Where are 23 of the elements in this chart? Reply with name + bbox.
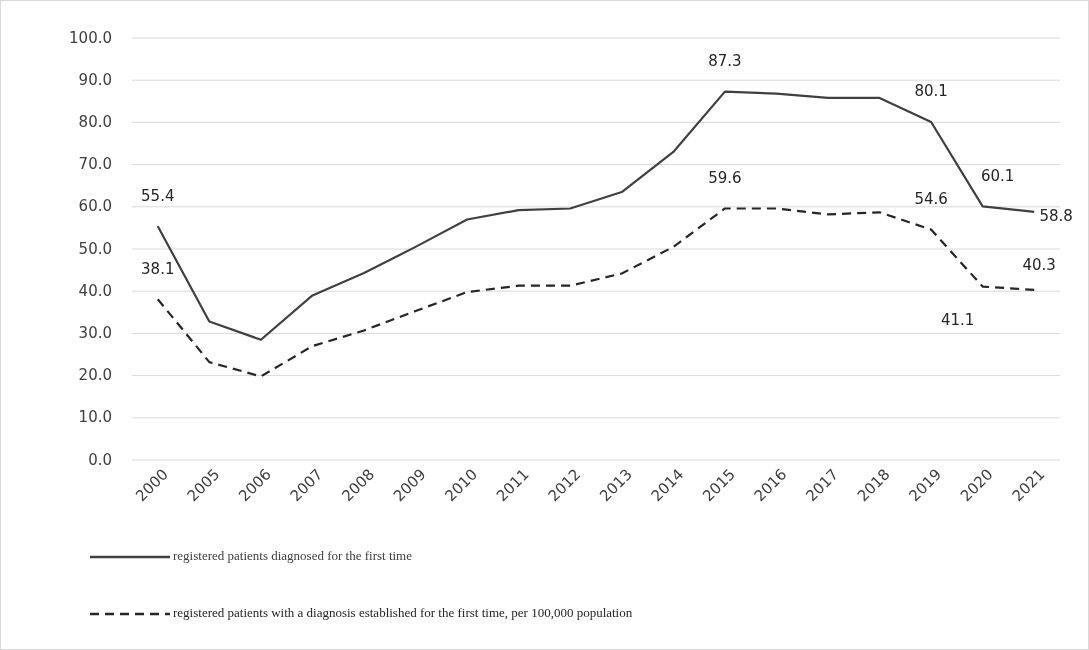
y-tick-label: 20.0: [78, 366, 112, 385]
data-label: 87.3: [708, 52, 742, 71]
data-label: 59.6: [708, 168, 742, 187]
data-label: 38.1: [141, 259, 175, 278]
y-tick-label: 100.0: [69, 28, 112, 47]
y-tick-label: 80.0: [78, 112, 112, 131]
y-tick-label: 30.0: [78, 323, 112, 342]
data-label: 58.8: [1039, 207, 1073, 226]
data-label: 41.1: [940, 311, 975, 330]
data-label: 55.4: [141, 186, 175, 205]
data-label: 40.3: [1022, 256, 1056, 275]
y-tick-label: 50.0: [78, 239, 112, 258]
y-tick-label: 0.0: [88, 450, 112, 469]
y-tick-label: 60.0: [78, 197, 112, 216]
data-label: 80.1: [914, 82, 948, 101]
data-label: 60.1: [980, 166, 1015, 185]
y-tick-label: 10.0: [78, 408, 112, 427]
y-tick-label: 70.0: [78, 155, 112, 174]
y-tick-label: 40.0: [78, 281, 112, 300]
text: registered patients diagnosed for the first time: [173, 547, 413, 563]
data-label: 54.6: [914, 190, 948, 209]
y-tick-label: 90.0: [78, 70, 112, 89]
text: registered patients with a diagnosis established for the first time, per 100,000 population: [173, 604, 633, 620]
